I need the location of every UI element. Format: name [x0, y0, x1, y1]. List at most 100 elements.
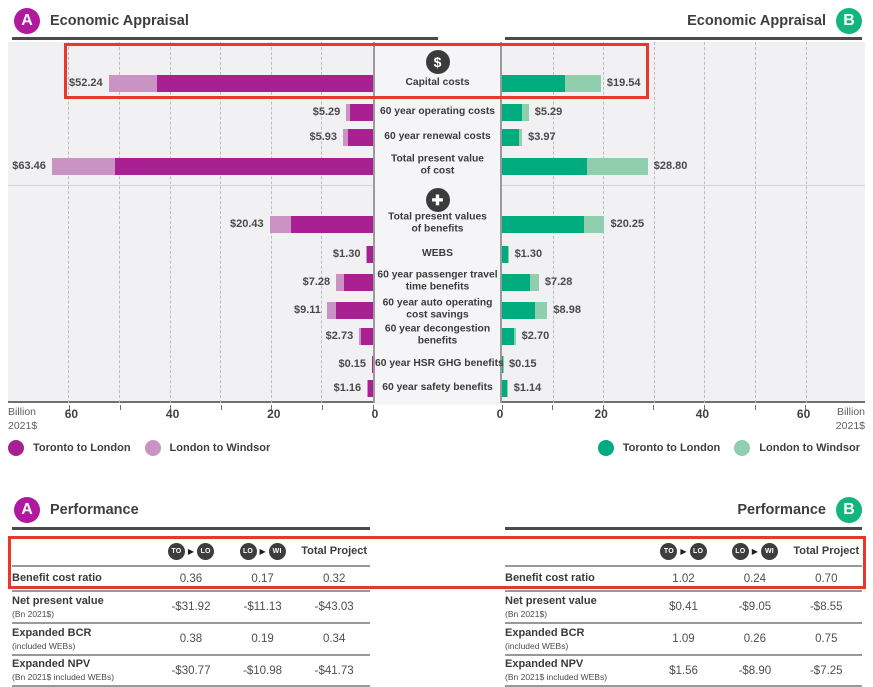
- bar-value-label-a: $20.43: [229, 218, 264, 230]
- category-label: 60 year safety benefits: [382, 381, 493, 393]
- row-label-sub: (Bn 2021$): [505, 608, 548, 619]
- axis-tick: [119, 405, 121, 410]
- route-arrow-icon: ▶: [751, 546, 758, 556]
- option-b-badge: B: [836, 8, 862, 34]
- section-title-a: Economic Appraisal: [50, 13, 189, 29]
- table-cell-2: 0.32: [322, 572, 346, 585]
- bar-segment-london-windsor: [51, 157, 115, 175]
- bar-segment-london-windsor: [359, 327, 361, 345]
- category-label: 60 year HSR GHG benefits: [375, 357, 504, 369]
- header-performance-a: A Performance: [14, 497, 139, 523]
- bar-value-label-b: $19.54: [606, 77, 641, 89]
- bar-segment-toronto-london: [367, 379, 373, 397]
- bar-b-8: $2.70: [502, 327, 549, 345]
- x-axis-option-b: 0 20 40 60: [497, 407, 820, 421]
- row-label-main: Expanded BCR: [505, 626, 585, 639]
- table-row: Net present value (Bn 2021$) -$31.92 -$11.1…: [12, 592, 370, 624]
- axis-tick-label-a-60: 60: [64, 407, 79, 421]
- section-title-b: Economic Appraisal: [687, 13, 826, 29]
- route-badge-lo: LO: [239, 542, 257, 560]
- bar-value-label-b: $1.14: [513, 382, 542, 394]
- row-label-main: Benefit cost ratio: [12, 571, 102, 584]
- bar-segment-toronto-london: [502, 355, 503, 373]
- row-label: Net present value (Bn 2021$): [505, 595, 648, 619]
- legend-item: Toronto to London: [597, 440, 720, 456]
- row-label-sub: (included WEBs): [505, 640, 569, 651]
- bar-segment-london-windsor: [564, 74, 601, 92]
- bar-segment-toronto-london: [347, 128, 373, 146]
- bar-segment-london-windsor: [346, 103, 351, 121]
- table-cell-0: $0.41: [669, 601, 698, 613]
- route-header-lo-wi: LO ▶ WI: [227, 542, 299, 560]
- performance-title-a: Performance: [50, 502, 139, 518]
- option-a-badge: A: [14, 8, 40, 34]
- row-label: Expanded BCR (included WEBs): [505, 627, 648, 651]
- bar-a-5: $1.30: [333, 245, 373, 263]
- gridline-a-30: [220, 42, 222, 403]
- bar-segment-toronto-london: [372, 355, 373, 373]
- table-cell-1: 0.26: [743, 633, 767, 645]
- bar-a-9: $0.15: [338, 355, 373, 373]
- performance-rule-a: [12, 527, 370, 530]
- legend-option-b: Toronto to London London to Windsor: [597, 440, 860, 456]
- axis-tick-label-b-0: 0: [496, 407, 504, 421]
- legend-label: London to Windsor: [169, 442, 271, 454]
- table-cell-1: -$8.90: [738, 664, 772, 677]
- gridline-a-60: [68, 42, 70, 403]
- bar-b-9: $0.15: [502, 355, 537, 373]
- bar-value-label-a: $1.16: [333, 382, 362, 394]
- chart-plot-option-a: $52.24 $5.29 $5.93 $63.46 $20.43 $1.30 $7.28 $9…: [12, 42, 375, 410]
- route-badge-to: TO: [660, 542, 678, 560]
- dollar-icon: $: [425, 50, 450, 74]
- unit-line2: 2021$: [8, 419, 38, 432]
- route-header-lo-wi: LO ▶ WI: [719, 542, 790, 560]
- category-label: Total present value of cost: [390, 153, 485, 177]
- route-header-to-lo: TO ▶ LO: [155, 542, 227, 560]
- legend-item: London to Windsor: [734, 440, 860, 456]
- total-project-header: Total Project: [301, 545, 368, 557]
- route-badge-to: TO: [167, 542, 185, 560]
- bar-segment-toronto-london: [350, 103, 373, 121]
- row-label: Net present value (Bn 2021$): [12, 595, 155, 619]
- route-badge-lo: LO: [689, 542, 707, 560]
- bar-value-label-a: $0.15: [338, 358, 366, 370]
- table-header-row: TO ▶ LO LO ▶ WI Total Project: [505, 537, 862, 567]
- bar-a-1: $5.29: [313, 103, 373, 121]
- legend-item: Toronto to London: [8, 440, 131, 456]
- bar-value-label-a: $63.46: [12, 160, 46, 172]
- table-cell-0: $1.56: [669, 664, 698, 677]
- route-badge-wi: WI: [268, 542, 286, 560]
- axis-unit-label-left: Billion 2021$: [8, 406, 37, 433]
- bar-segment-toronto-london: [156, 74, 373, 92]
- bar-segment-london-windsor: [366, 245, 367, 263]
- axis-tick: [220, 405, 222, 410]
- bar-b-10: $1.14: [502, 379, 541, 397]
- category-label: 60 year renewal costs: [384, 130, 491, 142]
- gridline-a-40: [169, 42, 171, 403]
- table-cell-2: 0.34: [322, 633, 346, 645]
- bar-b-3: $28.80: [502, 157, 687, 175]
- bar-segment-toronto-london: [343, 273, 373, 291]
- row-label-main: Benefit cost ratio: [505, 571, 595, 584]
- table-row: Benefit cost ratio 0.36 0.17 0.32: [12, 567, 370, 592]
- unit-line1: Billion: [8, 406, 37, 418]
- bar-segment-toronto-london: [502, 379, 508, 397]
- bar-a-2: $5.93: [309, 128, 373, 146]
- unit-line2: 2021$: [835, 419, 865, 432]
- category-label: 60 year operating costs: [379, 105, 496, 117]
- axis-tick-label-b-40: 40: [695, 407, 710, 421]
- axis-tick: [805, 405, 807, 410]
- header-economic-appraisal-b: Economic Appraisal B: [687, 8, 862, 34]
- table-cell-0: -$31.92: [171, 601, 211, 613]
- table-cell-2: -$8.55: [809, 601, 843, 613]
- table-cell-2: 0.70: [815, 572, 838, 585]
- row-label-main: Net present value: [12, 594, 104, 607]
- legend-dot: [734, 440, 751, 456]
- bar-segment-toronto-london: [502, 128, 520, 146]
- bar-segment-london-windsor: [507, 379, 508, 397]
- row-label-main: Expanded NPV: [505, 658, 584, 671]
- bar-segment-toronto-london: [502, 327, 515, 345]
- bar-value-label-b: $20.25: [610, 218, 645, 230]
- bar-b-0: $19.54: [502, 74, 641, 92]
- row-label-sub: (Bn 2021$ included WEBs): [505, 672, 608, 683]
